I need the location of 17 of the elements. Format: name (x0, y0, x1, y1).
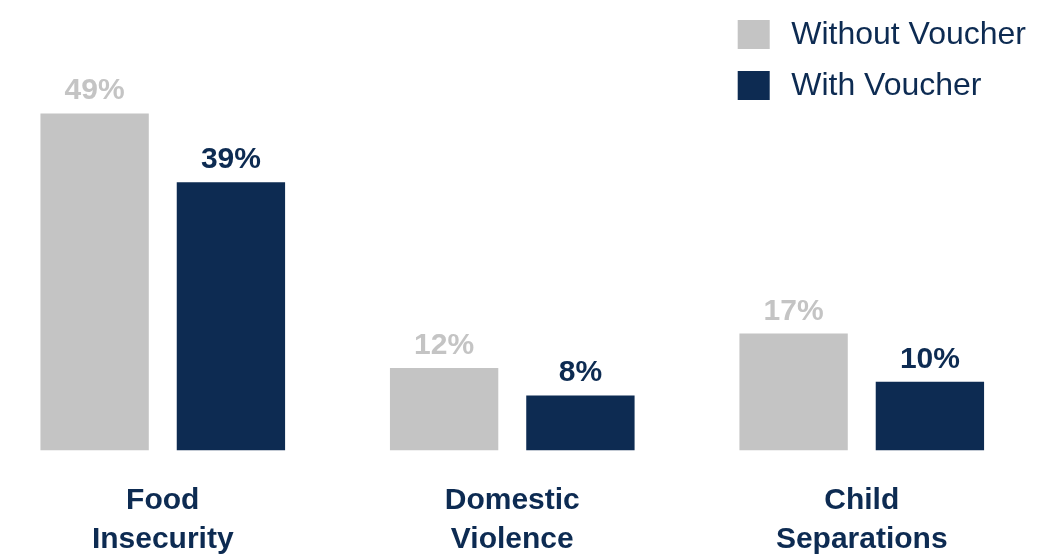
legend-label: With Voucher (791, 66, 982, 103)
bar (176, 182, 286, 451)
bar (875, 381, 985, 451)
x-tick-label: Food Insecurity (91, 481, 234, 555)
bar (40, 113, 149, 451)
data-label: 8% (558, 354, 603, 388)
legend-label: Without Voucher (791, 15, 1026, 52)
bar (389, 367, 499, 451)
data-label: 10% (899, 340, 960, 374)
data-label: 49% (64, 72, 125, 106)
data-label: 17% (763, 292, 824, 326)
bar (739, 333, 848, 451)
data-label: 39% (200, 141, 261, 175)
data-label: 12% (414, 326, 475, 360)
bar (526, 395, 635, 451)
x-tick-label: Child Separations (775, 481, 948, 555)
x-tick-label: Domestic Violence (444, 481, 580, 555)
